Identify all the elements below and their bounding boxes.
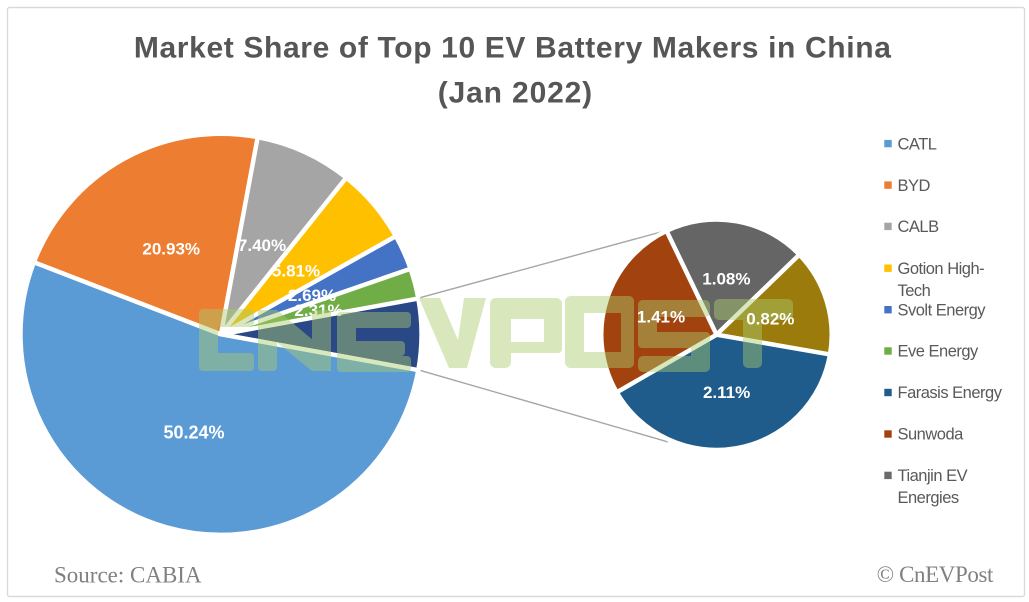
svg-text:(Jan 2022): (Jan 2022) (438, 77, 593, 110)
svg-text:2.11%: 2.11% (703, 383, 750, 402)
svg-text:20.93%: 20.93% (142, 240, 200, 259)
svg-text:Sunwoda: Sunwoda (898, 426, 965, 444)
svg-text:Energies: Energies (898, 489, 959, 507)
svg-text:2.31%: 2.31% (294, 301, 342, 320)
svg-text:50.24%: 50.24% (163, 423, 224, 443)
svg-text:2.69%: 2.69% (288, 286, 336, 305)
svg-text:Eve Energy: Eve Energy (898, 343, 980, 361)
svg-text:Farasis Energy: Farasis Energy (898, 384, 1003, 402)
svg-text:Gotion High-: Gotion High- (898, 260, 985, 278)
svg-text:CALB: CALB (898, 218, 940, 236)
svg-text:Market Share of Top 10 EV Batt: Market Share of Top 10 EV Battery Makers… (134, 31, 892, 64)
svg-text:1.08%: 1.08% (702, 270, 750, 289)
svg-text:© CnEVPost: © CnEVPost (877, 562, 994, 587)
svg-text:7.40%: 7.40% (238, 236, 286, 255)
svg-text:0.82%: 0.82% (746, 310, 794, 329)
svg-text:BYD: BYD (898, 177, 931, 195)
svg-text:Tech: Tech (898, 282, 931, 300)
svg-text:Tianjin EV: Tianjin EV (898, 467, 968, 485)
svg-text:Source: CABIA: Source: CABIA (54, 563, 202, 588)
svg-text:1.41%: 1.41% (637, 308, 685, 327)
svg-text:5.81%: 5.81% (272, 262, 320, 281)
svg-text:Svolt Energy: Svolt Energy (898, 301, 987, 319)
svg-text:CATL: CATL (898, 135, 937, 153)
